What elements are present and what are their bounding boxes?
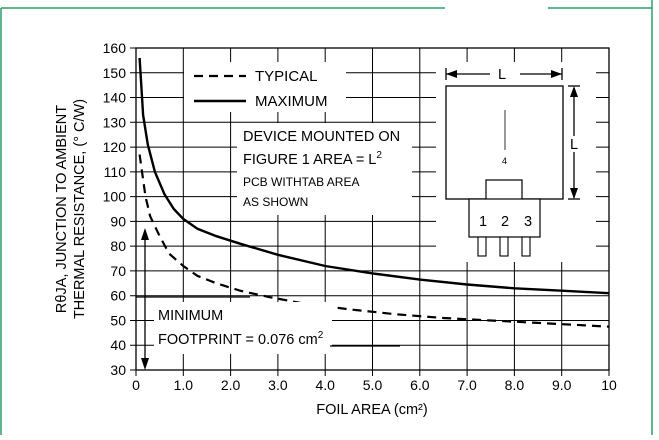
y-tick-label: 120 bbox=[103, 139, 127, 155]
minimum-note-background bbox=[154, 302, 332, 354]
device-note-background bbox=[237, 123, 412, 215]
y-tick-label: 100 bbox=[103, 189, 127, 205]
device-note-line2-superscript: 2 bbox=[376, 150, 382, 161]
dimension-arrow-right-icon bbox=[551, 70, 562, 78]
x-tick-label: 5.0 bbox=[363, 377, 383, 393]
y-tick-label: 50 bbox=[110, 312, 126, 328]
y-tick-label: 80 bbox=[110, 238, 126, 254]
y-tick-label: 150 bbox=[103, 65, 127, 81]
package-tab bbox=[485, 179, 523, 201]
x-tick-label: 6.0 bbox=[410, 377, 430, 393]
device-mounted-note: DEVICE MOUNTED ON FIGURE 1 AREA = L2 PCB… bbox=[237, 123, 412, 215]
x-axis-title: FOIL AREA (cm²) bbox=[316, 402, 427, 418]
tab-label: 4 bbox=[502, 156, 507, 166]
pin2-label: 2 bbox=[501, 214, 509, 230]
x-tick-label: 2.0 bbox=[221, 377, 241, 393]
y-tick-label: 130 bbox=[103, 114, 127, 130]
minimum-note-line1: MINIMUM bbox=[158, 308, 223, 324]
x-tick-label: 1.0 bbox=[174, 377, 194, 393]
device-note-line2: FIGURE 1 AREA = L2 bbox=[243, 150, 382, 168]
y-axis-title: RθJA, JUNCTION TO AMBIENT THERMAL RESIST… bbox=[54, 99, 88, 319]
x-tick-label: 9.0 bbox=[552, 377, 572, 393]
device-note-line3: PCB WITHTAB AREA bbox=[243, 175, 359, 189]
dimension-arrow-left-icon bbox=[446, 70, 457, 78]
y-tick-label: 90 bbox=[110, 213, 126, 229]
y-tick-labels: 30 40 50 60 70 80 90 100 110 120 130 140 150 160 bbox=[103, 40, 127, 378]
plot-area bbox=[135, 47, 610, 371]
x-tick-label: 7.0 bbox=[457, 377, 477, 393]
x-tick-label: 10 bbox=[601, 377, 617, 393]
minimum-arrow-head-top bbox=[141, 228, 149, 240]
dimension-arrow-down-icon bbox=[570, 188, 578, 199]
minimum-arrow-head-bottom bbox=[141, 358, 149, 370]
minimum-note-line2-text: FOOTPRINT = 0.076 cm bbox=[158, 332, 318, 348]
dimension-arrow-up-icon bbox=[570, 86, 578, 97]
y-tick-label: 30 bbox=[110, 362, 126, 378]
x-tick-label: 4.0 bbox=[315, 377, 335, 393]
package-drawing: L 4 1 2 3 L bbox=[436, 62, 596, 262]
y-tick-label: 70 bbox=[110, 263, 126, 279]
legend-typical-label: TYPICAL bbox=[255, 68, 318, 85]
x-tick-label: 8.0 bbox=[505, 377, 525, 393]
minimum-footprint-note: MINIMUM FOOTPRINT = 0.076 cm2 bbox=[136, 296, 400, 354]
minimum-note-line2-superscript: 2 bbox=[318, 330, 324, 341]
y-tick-label: 160 bbox=[103, 40, 127, 56]
x-tick-label: 0 bbox=[132, 377, 140, 393]
minimum-note-line2: FOOTPRINT = 0.076 cm2 bbox=[158, 330, 324, 348]
pin1-lead bbox=[477, 236, 487, 257]
x-tick-labels: 0 1.0 2.0 3.0 4.0 5.0 6.0 7.0 8.0 9.0 10 bbox=[132, 377, 617, 393]
x-tick-label: 3.0 bbox=[268, 377, 288, 393]
dimension-label-vertical: L bbox=[570, 137, 578, 153]
y-tick-label: 140 bbox=[103, 90, 127, 106]
device-note-line1: DEVICE MOUNTED ON bbox=[243, 129, 400, 145]
legend-background bbox=[184, 62, 346, 112]
pin2-lead bbox=[499, 236, 509, 257]
y-tick-label: 40 bbox=[110, 337, 126, 353]
y-tick-label: 110 bbox=[104, 164, 127, 180]
pin3-label: 3 bbox=[524, 214, 532, 230]
series-typical-line bbox=[138, 154, 610, 328]
device-note-line4: AS SHOWN bbox=[243, 195, 308, 209]
package-body bbox=[468, 198, 541, 238]
legend: TYPICAL MAXIMUM bbox=[184, 62, 346, 112]
minimum-range-arrow bbox=[141, 228, 149, 370]
pin3-lead bbox=[521, 236, 531, 257]
device-note-line2-text: FIGURE 1 AREA = L bbox=[243, 152, 376, 168]
series-maximum-line bbox=[138, 57, 610, 295]
y-axis-title-line1: RθJA, JUNCTION TO AMBIENT bbox=[54, 105, 70, 313]
y-axis-title-line2: THERMAL RESISTANCE, (° C/W) bbox=[72, 99, 88, 319]
legend-maximum-label: MAXIMUM bbox=[255, 93, 328, 110]
dimension-label-horizontal: L bbox=[498, 67, 506, 83]
y-tick-label: 60 bbox=[110, 288, 126, 304]
pin1-label: 1 bbox=[479, 214, 487, 230]
